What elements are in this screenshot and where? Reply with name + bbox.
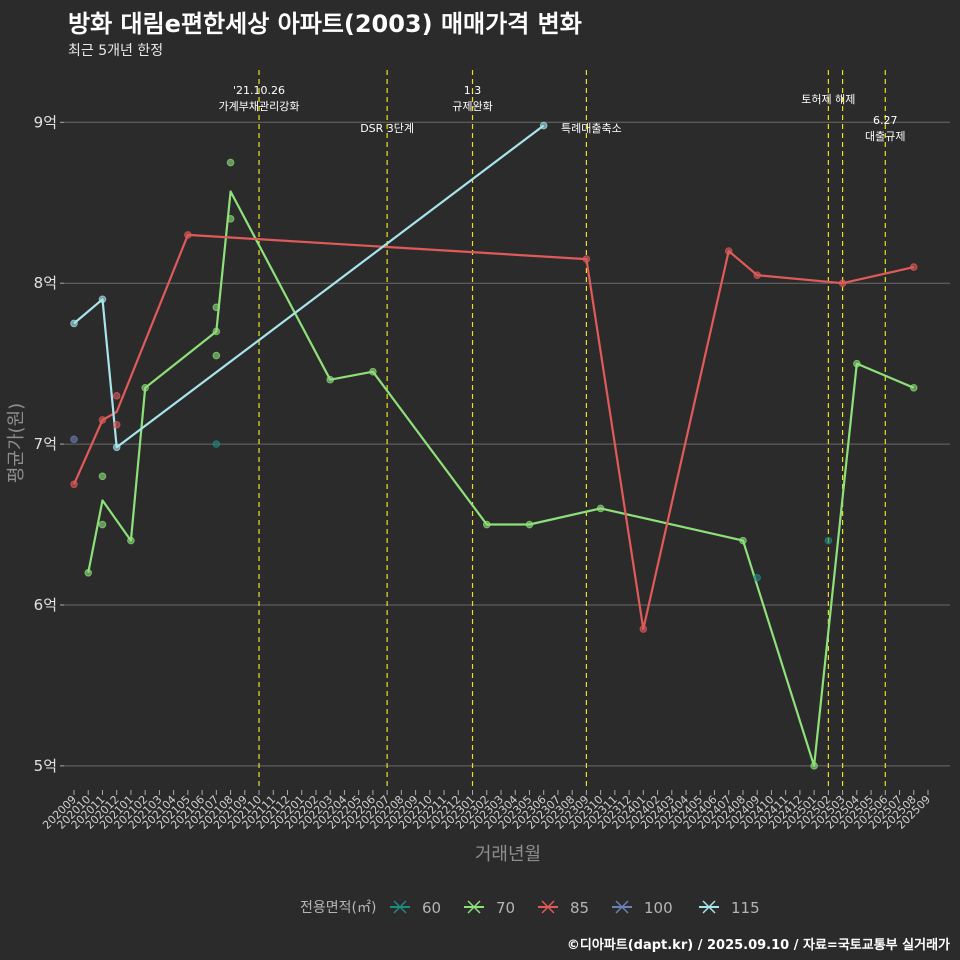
event-label: 대출규제 xyxy=(865,130,905,143)
data-point-70 xyxy=(84,569,93,577)
legend-key-cross xyxy=(702,900,716,914)
chart-title: 방화 대림e편한세상 아파트(2003) 매매가격 변화 xyxy=(68,10,582,38)
data-point-85 xyxy=(112,420,121,429)
data-point-70 xyxy=(853,359,861,368)
data-point-70 xyxy=(909,383,918,392)
legend-label: 115 xyxy=(731,899,760,917)
data-point-115 xyxy=(98,295,107,304)
event-label: 특례대출축소 xyxy=(561,122,622,135)
data-point-70 xyxy=(127,536,135,545)
data-point-70 xyxy=(141,383,149,392)
legend-key-cross xyxy=(541,900,555,914)
y-axis-ticks: 5억 6억 7억 8억 9억 xyxy=(34,113,64,775)
chart-subtitle: 최근 5개년 한정 xyxy=(68,43,164,59)
data-point-70 xyxy=(810,762,818,770)
data-point-70 xyxy=(212,351,221,360)
series-lines xyxy=(72,124,915,768)
data-point-70 xyxy=(525,520,534,529)
legend-title: 전용면적(㎡) xyxy=(300,900,376,916)
y-tick-label: 6억 xyxy=(34,596,57,614)
event-label: '21.10.26 xyxy=(233,84,285,97)
data-point-115 xyxy=(112,443,121,452)
event-label: 토허제 해제 xyxy=(801,92,855,106)
legend-key-cross xyxy=(393,900,407,914)
data-point-115 xyxy=(70,319,78,328)
data-point-60 xyxy=(824,536,833,545)
y-tick-label: 7억 xyxy=(34,435,57,453)
event-label: 규제완화 xyxy=(452,100,492,113)
y-tick-label: 8억 xyxy=(34,274,57,292)
legend-label: 100 xyxy=(644,899,673,917)
data-point-100 xyxy=(70,435,78,444)
data-point-60 xyxy=(212,440,221,448)
data-point-70 xyxy=(212,303,221,312)
event-label: 6.27 xyxy=(873,114,898,127)
y-axis-title: 평균가(원) xyxy=(6,403,27,483)
data-point-85 xyxy=(753,271,762,279)
legend-key-cross xyxy=(467,900,481,914)
legend-key-cross xyxy=(615,900,629,914)
event-label: 가계부채관리강화 xyxy=(219,100,300,113)
legend-label: 60 xyxy=(422,899,441,917)
data-point-85 xyxy=(838,279,847,288)
data-point-85 xyxy=(909,263,918,271)
data-point-85 xyxy=(112,392,121,400)
data-point-70 xyxy=(226,158,235,167)
data-point-70 xyxy=(326,375,335,384)
data-point-70 xyxy=(739,536,747,545)
data-point-70 xyxy=(596,504,605,513)
event-label: DSR 3단계 xyxy=(360,122,414,135)
legend-label: 70 xyxy=(496,899,515,917)
data-point-85 xyxy=(70,480,78,489)
data-point-85 xyxy=(639,625,648,633)
data-point-85 xyxy=(98,416,107,424)
grid-lines xyxy=(64,121,950,767)
event-label: 1.3 xyxy=(464,84,482,97)
data-point-70 xyxy=(369,367,377,376)
legend-label: 85 xyxy=(570,899,589,917)
data-point-70 xyxy=(226,215,235,223)
data-point-85 xyxy=(184,231,192,239)
data-point-85 xyxy=(724,247,733,255)
data-point-115 xyxy=(539,121,548,130)
y-tick-label: 5억 xyxy=(34,757,57,775)
x-axis-title: 거래년월 xyxy=(475,844,541,865)
legend: 전용면적(㎡) 60 70 85 100 115 xyxy=(300,899,760,917)
series-line-85 xyxy=(72,233,915,631)
data-point-70 xyxy=(482,520,491,529)
data-point-60 xyxy=(753,573,762,582)
data-point-70 xyxy=(212,327,221,336)
x-axis-ticks: 2020092020102020112020122021012021022021… xyxy=(40,790,933,832)
y-tick-label: 9억 xyxy=(34,113,57,131)
data-point-85 xyxy=(582,255,591,263)
series-line-115 xyxy=(73,124,545,449)
data-point-70 xyxy=(98,520,107,529)
source-caption: ©디아파트(dapt.kr) / 2025.09.10 / 자료=국토교통부 실… xyxy=(566,938,950,953)
data-points xyxy=(70,121,918,770)
data-point-70 xyxy=(98,472,107,481)
